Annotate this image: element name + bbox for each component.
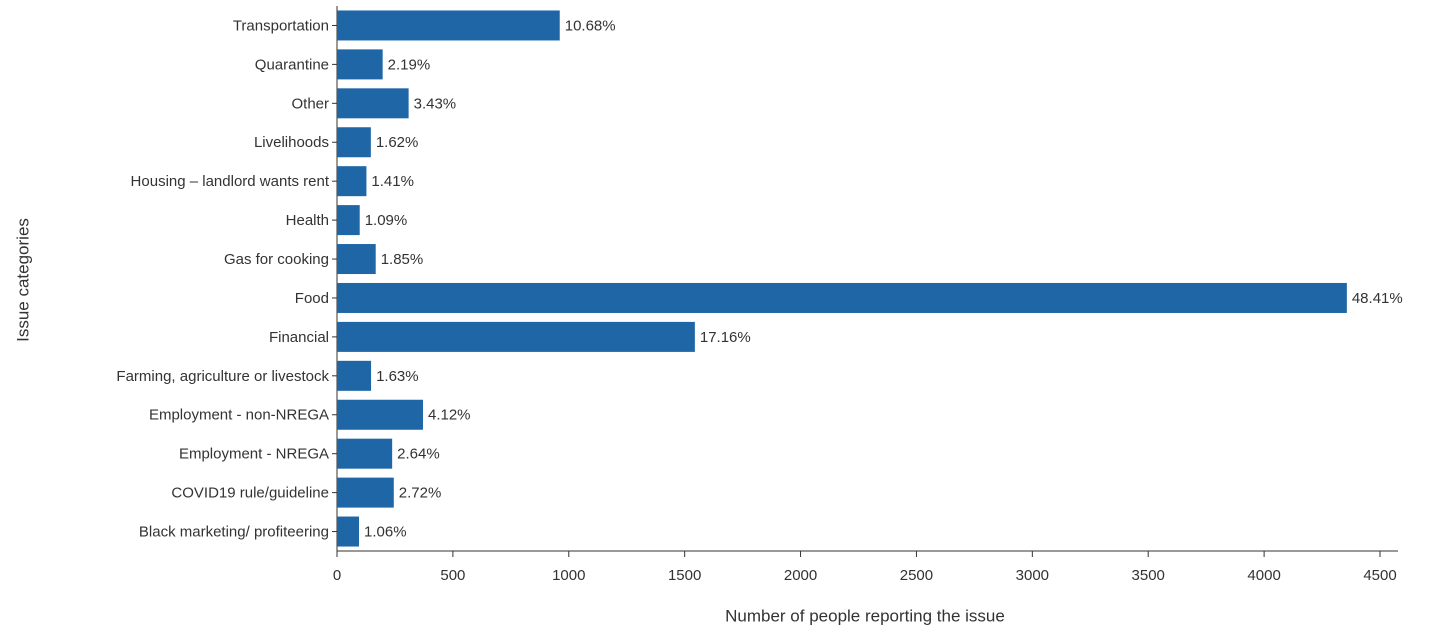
x-tick-label: 2000 <box>784 567 817 584</box>
x-tick-label: 2500 <box>900 567 933 584</box>
bar <box>337 10 560 41</box>
bar <box>337 321 695 352</box>
y-tick-label: Other <box>291 95 329 112</box>
x-tick-label: 1500 <box>668 567 701 584</box>
bar <box>337 88 409 119</box>
bar <box>337 399 423 430</box>
x-tick-label: 4000 <box>1247 567 1280 584</box>
data-label: 2.72% <box>399 485 442 502</box>
y-tick-label: Employment - NREGA <box>179 446 329 463</box>
bar <box>337 166 367 197</box>
data-label: 4.12% <box>428 407 471 424</box>
x-tick-label: 500 <box>440 567 465 584</box>
x-tick-label: 0 <box>333 567 341 584</box>
y-tick-label: Financial <box>269 329 329 346</box>
y-tick-label: Transportation <box>233 17 329 34</box>
x-tick-label: 3500 <box>1132 567 1165 584</box>
y-tick-label: COVID19 rule/guideline <box>171 485 329 502</box>
bar <box>337 516 360 547</box>
x-tick-label: 1000 <box>552 567 585 584</box>
data-label: 1.09% <box>365 212 408 229</box>
y-tick-label: Health <box>286 212 329 229</box>
data-label: 1.85% <box>381 251 424 268</box>
y-axis-title: Issue categories <box>13 218 32 342</box>
y-tick-label: Housing – landlord wants rent <box>131 173 330 190</box>
bar <box>337 477 394 508</box>
y-tick-label: Gas for cooking <box>224 251 329 268</box>
data-label: 2.19% <box>388 56 431 73</box>
data-label: 10.68% <box>565 17 616 34</box>
y-tick-label: Livelihoods <box>254 134 329 151</box>
bar <box>337 438 393 469</box>
data-label: 48.41% <box>1352 290 1403 307</box>
data-label: 1.41% <box>371 173 414 190</box>
bar <box>337 360 372 391</box>
data-label: 1.06% <box>364 524 407 541</box>
bar <box>337 49 383 80</box>
bar <box>337 205 360 236</box>
y-tick-label: Farming, agriculture or livestock <box>116 368 329 385</box>
bar <box>337 282 1347 313</box>
y-tick-label: Employment - non-NREGA <box>149 407 329 424</box>
data-label: 1.62% <box>376 134 419 151</box>
y-tick-label: Food <box>295 290 329 307</box>
data-label: 2.64% <box>397 446 440 463</box>
x-tick-label: 3000 <box>1016 567 1049 584</box>
y-tick-label: Quarantine <box>255 56 329 73</box>
data-label: 17.16% <box>700 329 751 346</box>
data-label: 1.63% <box>376 368 419 385</box>
data-label: 3.43% <box>414 95 457 112</box>
bar <box>337 244 376 275</box>
x-axis-title: Number of people reporting the issue <box>725 606 1005 625</box>
x-tick-label: 4500 <box>1363 567 1396 584</box>
bar <box>337 127 371 158</box>
y-tick-label: Black marketing/ profiteering <box>139 524 329 541</box>
